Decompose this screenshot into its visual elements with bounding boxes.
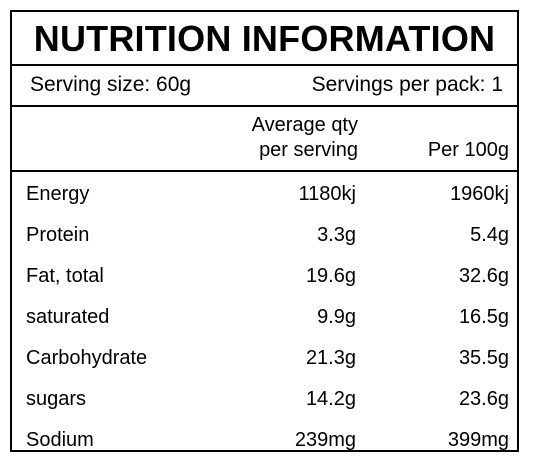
column-header-average-line1: Average qty	[251, 114, 358, 136]
nutrient-name: Energy	[26, 183, 90, 205]
table-row: Sodium 239mg 399mg	[12, 420, 517, 461]
serving-size: Serving size: 60g	[30, 73, 192, 96]
per-100g-value: 5.4g	[470, 224, 509, 246]
servings-per-pack: Servings per pack: 1	[311, 73, 503, 96]
per-100g-value: 16.5g	[458, 306, 509, 328]
per-serving-value: 9.9g	[317, 306, 356, 328]
per-serving-value: 3.3g	[317, 224, 356, 246]
column-header-average-line2: per serving	[259, 139, 358, 161]
per-serving-value: 1180kj	[298, 183, 356, 205]
table-row: Protein 3.3g 5.4g	[12, 215, 517, 256]
nutrient-name: sugars	[26, 388, 87, 410]
table-row: saturated 9.9g 16.5g	[12, 297, 517, 338]
table-row: sugars 14.2g 23.6g	[12, 379, 517, 420]
nutrient-name: Carbohydrate	[26, 347, 148, 369]
table-row: Carbohydrate 21.3g 35.5g	[12, 338, 517, 379]
nutrient-name: Sodium	[26, 429, 94, 451]
panel-title: NUTRITION INFORMATION	[33, 18, 496, 59]
nutrient-name: Fat, total	[26, 265, 104, 287]
divider-header	[12, 170, 517, 172]
table-row: Fat, total 19.6g 32.6g	[12, 256, 517, 297]
nutrient-name: Protein	[26, 224, 90, 246]
per-100g-value: 32.6g	[458, 265, 509, 287]
nutrition-panel: NUTRITION INFORMATION Serving size: 60g …	[10, 10, 519, 452]
per-serving-value: 14.2g	[305, 388, 356, 410]
divider-serving	[12, 105, 517, 107]
per-100g-value: 23.6g	[458, 388, 509, 410]
per-100g-value: 399mg	[447, 429, 509, 451]
per-100g-value: 35.5g	[458, 347, 509, 369]
per-serving-value: 239mg	[294, 429, 356, 451]
per-serving-value: 21.3g	[305, 347, 356, 369]
per-serving-value: 19.6g	[305, 265, 356, 287]
column-header-per-100g: Per 100g	[427, 139, 509, 161]
table-row: Energy 1180kj 1960kj	[12, 174, 517, 215]
nutrient-name: saturated	[26, 306, 110, 328]
per-100g-value: 1960kj	[450, 183, 509, 205]
divider-title	[12, 64, 517, 66]
nutrient-table: Energy 1180kj 1960kj Protein 3.3g 5.4g F…	[12, 174, 517, 461]
